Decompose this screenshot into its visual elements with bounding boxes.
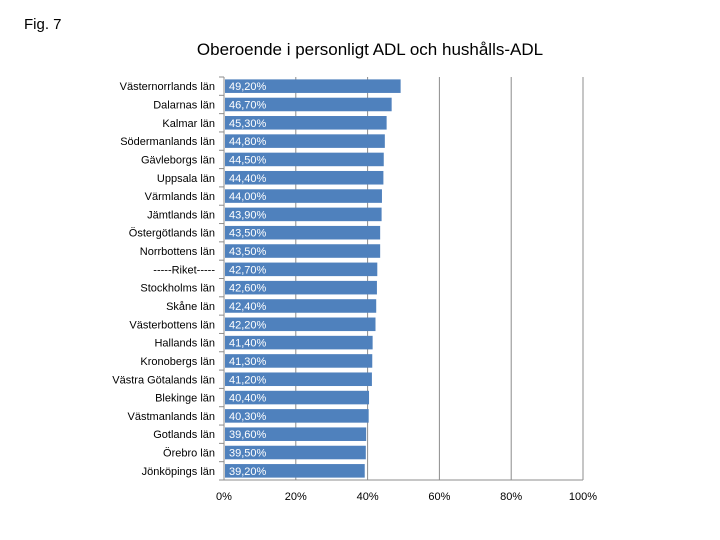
data-label: 49,20% [229,81,267,93]
data-label: 41,20% [229,374,267,386]
category-label: Skåne län [166,301,215,313]
data-label: 43,50% [229,228,267,240]
x-tick-label: 20% [285,491,307,503]
bar [225,79,401,93]
data-label: 41,40% [229,338,267,350]
bar [225,299,377,313]
x-tick-label: 100% [569,491,597,503]
data-label: 39,50% [229,448,267,460]
category-label: Gotlands län [153,429,215,441]
bar [225,207,382,222]
category-label: Blekinge län [155,393,215,405]
bar [225,97,392,112]
bar [225,189,382,203]
data-label: 39,20% [229,466,267,478]
data-label: 42,40% [229,301,267,313]
category-label: Kronobergs län [140,356,215,368]
category-label: -----Riket----- [153,264,215,276]
category-label: Östergötlands län [129,228,215,240]
bar [225,390,370,405]
data-label: 44,80% [229,136,267,148]
x-tick-label: 60% [428,491,450,503]
category-label: Norrbottens län [140,246,215,258]
data-label: 42,20% [229,319,267,331]
bar [225,372,372,387]
bar [225,427,367,441]
category-label: Jönköpings län [142,466,215,478]
category-label: Stockholms län [140,283,215,295]
bar [225,262,378,277]
category-label: Västerbottens län [129,319,215,331]
category-label: Västmanlands län [128,411,215,423]
category-label: Södermanlands län [120,136,215,148]
x-tick-label: 40% [357,491,379,503]
bar [225,244,381,258]
bar [225,354,373,368]
data-label: 42,60% [229,283,267,295]
data-label: 40,30% [229,411,267,423]
data-label: 40,40% [229,393,267,405]
category-label: Örebro län [163,448,215,460]
figure-label: Fig. 7 [24,16,62,33]
data-label: 46,70% [229,99,267,111]
data-label: 43,50% [229,246,267,258]
data-label: 44,00% [229,191,267,203]
category-label: Uppsala län [157,173,215,185]
bar [225,170,384,185]
chart-title: Oberoende i personligt ADL och hushålls-… [196,40,544,59]
x-tick-label: 80% [500,491,522,503]
category-label: Hallands län [154,338,215,350]
category-label: Jämtlands län [147,209,215,221]
data-label: 43,90% [229,209,267,221]
category-label: Västernorrlands län [120,81,215,93]
bar [225,225,381,240]
category-label: Kalmar län [162,118,215,130]
x-tick-label: 0% [216,491,232,503]
category-label: Västra Götalands län [112,374,215,386]
bar [225,280,377,295]
data-label: 39,60% [229,429,267,441]
bar [225,409,369,423]
bar [225,317,376,332]
bar [225,116,387,130]
data-label: 44,50% [229,154,267,166]
data-label: 45,30% [229,118,267,130]
category-label: Dalarnas län [153,99,215,111]
bar [225,152,384,167]
data-label: 42,70% [229,264,267,276]
bar [225,134,385,148]
bar [225,445,366,460]
bar [225,335,373,350]
category-label: Gävleborgs län [141,154,215,166]
category-label: Värmlands län [145,191,215,203]
data-label: 44,40% [229,173,267,185]
data-label: 41,30% [229,356,267,368]
bar [225,464,365,478]
